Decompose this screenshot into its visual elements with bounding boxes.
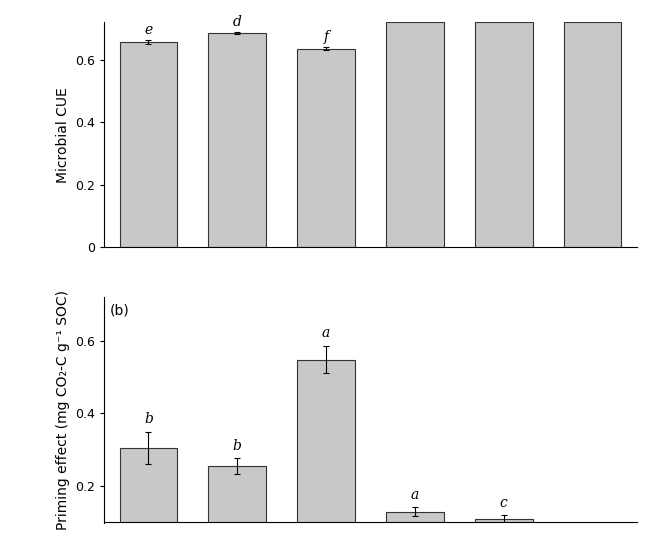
Bar <box>386 512 444 550</box>
Bar <box>564 22 621 248</box>
Y-axis label: Priming effect (mg CO₂-C g⁻¹ SOC): Priming effect (mg CO₂-C g⁻¹ SOC) <box>55 290 70 530</box>
Text: e: e <box>144 23 153 37</box>
Bar <box>475 22 532 248</box>
Text: b: b <box>144 412 153 426</box>
Text: f: f <box>324 30 329 44</box>
Y-axis label: Microbial CUE: Microbial CUE <box>55 87 70 183</box>
Bar <box>475 519 532 550</box>
Text: c: c <box>500 496 508 510</box>
Bar <box>120 42 177 248</box>
Bar <box>297 360 355 550</box>
Text: a: a <box>322 326 330 340</box>
Text: d: d <box>233 15 242 29</box>
Bar <box>209 33 266 248</box>
Text: b: b <box>233 439 242 453</box>
Bar <box>386 22 444 248</box>
Bar <box>297 48 355 248</box>
Text: (b): (b) <box>109 304 129 318</box>
Text: a: a <box>411 488 419 502</box>
Bar <box>120 448 177 550</box>
Bar <box>209 466 266 550</box>
